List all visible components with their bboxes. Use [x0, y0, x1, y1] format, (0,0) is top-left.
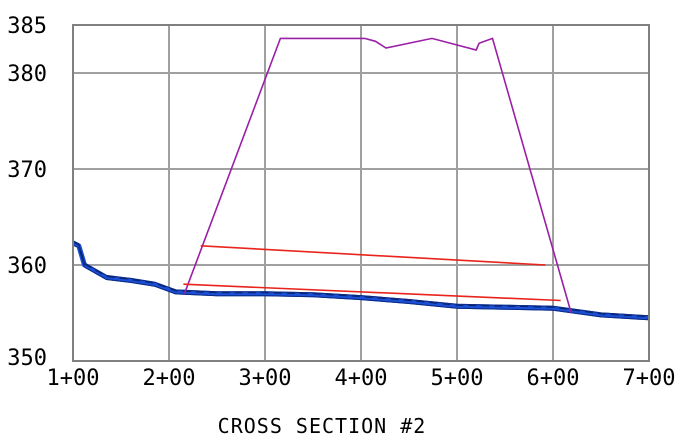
y-tick-labels: 350 360 370 380 385: [7, 14, 47, 371]
ground-profile-bottom-edge: [72, 244, 650, 321]
y-tick-label: 350: [7, 346, 47, 371]
plot-frame: [72, 24, 650, 362]
y-tick-label: 380: [7, 62, 47, 87]
y-tick-label: 370: [7, 158, 47, 183]
plot-border: [72, 24, 650, 362]
x-tick-label: 3+00: [239, 366, 292, 391]
series-layer: [71, 37, 650, 321]
ground-profile-line: [71, 240, 650, 321]
ground-profile-dashed-line: [72, 241, 650, 318]
x-tick-label: 2+00: [143, 366, 196, 391]
x-tick-label: 4+00: [335, 366, 388, 391]
x-tick-labels: 1+00 2+00 3+00 4+00 5+00 6+00 7+00: [47, 366, 676, 391]
x-tick-label: 5+00: [431, 366, 484, 391]
x-tick-label: 6+00: [527, 366, 580, 391]
water-lower-line: [183, 283, 561, 302]
x-tick-label: 1+00: [47, 366, 100, 391]
x-tick-label: 7+00: [623, 366, 676, 391]
dam-section-line: [183, 37, 572, 314]
water-upper-line: [200, 245, 546, 266]
y-tick-label: 385: [7, 14, 47, 39]
y-tick-label: 360: [7, 254, 47, 279]
chart-title: CROSS SECTION #2: [218, 414, 427, 438]
ground-profile-top-edge: [72, 240, 650, 317]
